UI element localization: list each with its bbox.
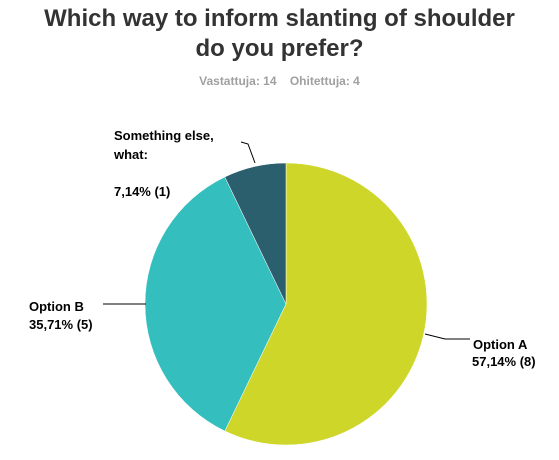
chart-title: Which way to inform slanting of shoulder…: [0, 4, 559, 64]
chart-title-line-2: do you prefer?: [195, 35, 364, 62]
answered-count: Vastattuja: 14: [199, 74, 277, 88]
pie-slice-something-else: [224, 162, 287, 305]
response-counts: Vastattuja: 14 Ohitettuja: 4: [0, 74, 559, 88]
slice-label-something-else-line-1: Something else,: [114, 128, 214, 143]
chart-title-line-1: Which way to inform slanting of shoulder: [44, 5, 515, 32]
leader-line-option-a: [424, 333, 470, 340]
pie-slices: [144, 162, 428, 446]
slice-label-option-a: Option A: [473, 337, 528, 352]
leader-line-something-else: [240, 141, 256, 164]
pie-slice-option-a: [224, 162, 428, 446]
slice-label-option-b: Option B: [29, 299, 84, 314]
slice-value-something-else: 7,14% (1): [114, 184, 170, 199]
slice-value-option-a: 57,14% (8): [472, 354, 536, 369]
slice-value-option-b: 35,71% (5): [29, 317, 93, 332]
skipped-count: Ohitettuja: 4: [289, 74, 360, 88]
slice-label-something-else-line-2: what:: [113, 147, 148, 162]
